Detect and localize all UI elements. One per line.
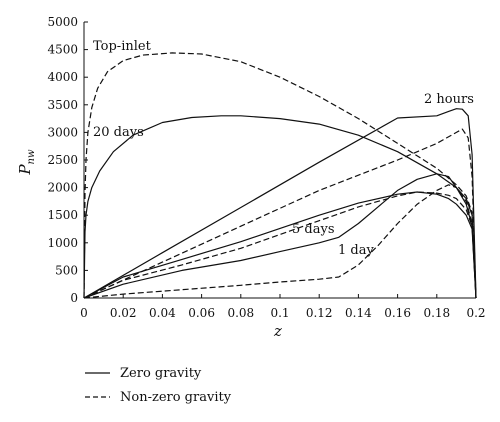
ticks: 0 0.02 0.04 0.06 0.08 0.1 0.12 0.14 0.16 0.18 0.2 0… (47, 15, 485, 320)
y-axis-title: Pnw (16, 149, 37, 176)
x-tick-label: 0.02 (110, 306, 137, 320)
legend-label-zero-gravity: Zero gravity (120, 366, 202, 381)
x-tick-label: 0.12 (306, 306, 333, 320)
legend-label-non-zero-gravity: Non-zero gravity (120, 390, 232, 405)
series-line-solid-2 (83, 108, 477, 299)
y-axis-title-main: P (16, 164, 34, 176)
axes (83, 22, 476, 299)
y-tick-label: 5000 (47, 15, 78, 29)
plot-lines (83, 52, 477, 299)
y-axis-title-sub: nw (26, 149, 37, 164)
y-tick-label: 2000 (47, 181, 78, 195)
y-tick-label: 500 (55, 263, 78, 277)
x-tick-label: 0.18 (423, 306, 450, 320)
annotation-top-inlet: Top-inlet (93, 39, 152, 54)
y-tick-label: 4500 (47, 43, 78, 57)
series-line-solid-1 (83, 115, 477, 299)
y-tick-label: 4000 (47, 70, 78, 84)
y-tick-label: 1000 (47, 236, 78, 250)
x-tick-label: 0.06 (188, 306, 215, 320)
x-tick-label: 0.2 (466, 306, 485, 320)
legend: Zero gravity Non-zero gravity (85, 366, 232, 405)
x-tick-label: 0.04 (149, 306, 176, 320)
svg-text:Pnw: Pnw (16, 149, 37, 176)
annotation-20-days: 20 days (93, 125, 144, 140)
annotation-1-day: 1 day (338, 243, 374, 258)
y-tick-label: 0 (70, 291, 78, 305)
x-tick-label: 0.16 (384, 306, 411, 320)
x-tick-label: 0.14 (345, 306, 372, 320)
y-tick-label: 3500 (47, 98, 78, 112)
x-axis-title: z (273, 322, 282, 340)
x-tick-label: 0 (80, 306, 88, 320)
series-line-dashed-7 (83, 191, 477, 299)
x-tick-label: 0.1 (270, 306, 289, 320)
annotation-5-days: 5 days (292, 222, 335, 237)
series-line-dashed-5 (83, 52, 477, 299)
y-tick-label: 2500 (47, 153, 78, 167)
series-line-dashed-6 (83, 128, 477, 299)
annotation-2-hours: 2 hours (424, 92, 474, 107)
x-tick-label: 0.08 (227, 306, 254, 320)
y-tick-label: 3000 (47, 125, 78, 139)
y-tick-label: 1500 (47, 208, 78, 222)
series-line-dashed-8 (83, 184, 477, 299)
series-line-solid-3 (83, 191, 477, 299)
